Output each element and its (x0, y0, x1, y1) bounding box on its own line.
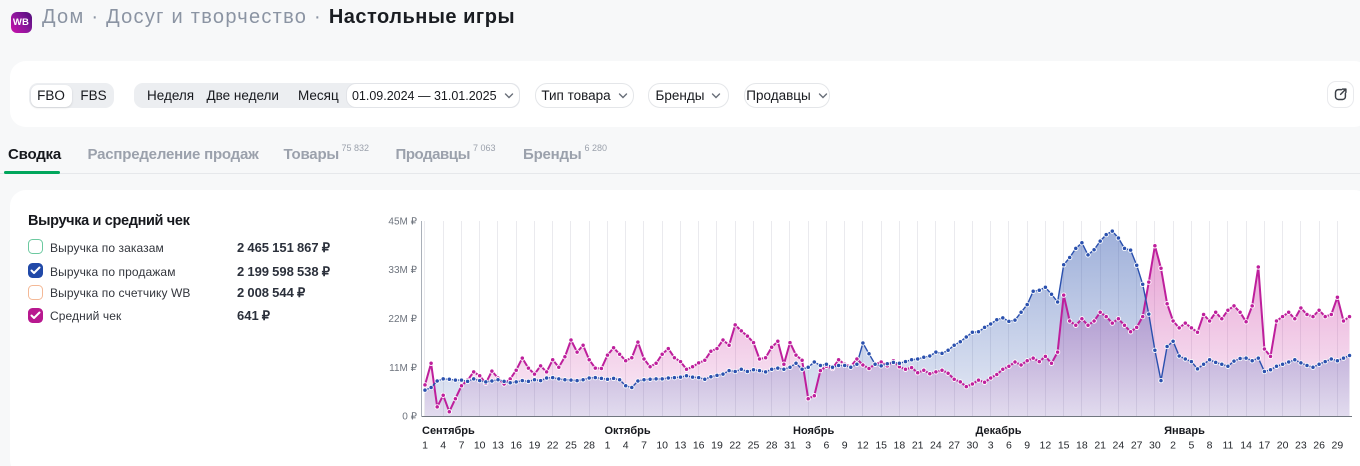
svg-text:0 ₽: 0 ₽ (402, 412, 417, 423)
svg-text:22: 22 (547, 440, 559, 452)
svg-text:28: 28 (766, 440, 778, 452)
svg-text:10: 10 (656, 440, 668, 452)
svg-text:21: 21 (912, 440, 924, 452)
svg-text:11M ₽: 11M ₽ (389, 363, 417, 374)
svg-text:8: 8 (1207, 440, 1213, 452)
svg-text:24: 24 (930, 440, 942, 452)
svg-text:27: 27 (948, 440, 960, 452)
svg-text:45M ₽: 45M ₽ (388, 217, 417, 228)
svg-text:Январь: Январь (1164, 425, 1205, 437)
svg-text:15: 15 (1058, 440, 1070, 452)
svg-text:12: 12 (1040, 440, 1052, 452)
svg-text:18: 18 (894, 440, 906, 452)
svg-text:19: 19 (529, 440, 541, 452)
svg-text:Октябрь: Октябрь (605, 425, 651, 437)
svg-text:7: 7 (459, 440, 465, 452)
svg-text:16: 16 (510, 440, 522, 452)
svg-text:11: 11 (1222, 440, 1233, 452)
svg-text:14: 14 (1240, 440, 1252, 452)
svg-text:28: 28 (583, 440, 595, 452)
svg-text:18: 18 (1076, 440, 1088, 452)
svg-text:9: 9 (842, 440, 848, 452)
svg-text:30: 30 (967, 440, 979, 452)
svg-text:3: 3 (988, 440, 994, 452)
svg-text:7: 7 (641, 440, 647, 452)
svg-text:9: 9 (1024, 440, 1030, 452)
svg-text:23: 23 (1295, 440, 1307, 452)
svg-text:1: 1 (422, 440, 428, 452)
svg-text:25: 25 (565, 440, 577, 452)
svg-text:4: 4 (623, 440, 629, 452)
svg-text:17: 17 (1259, 440, 1271, 452)
svg-text:22: 22 (729, 440, 741, 452)
svg-text:21: 21 (1094, 440, 1106, 452)
svg-text:13: 13 (492, 440, 504, 452)
svg-text:Декабрь: Декабрь (976, 425, 1022, 437)
svg-text:1: 1 (605, 440, 611, 452)
svg-text:20: 20 (1277, 440, 1289, 452)
svg-text:27: 27 (1131, 440, 1143, 452)
svg-text:31: 31 (784, 440, 796, 452)
svg-text:10: 10 (474, 440, 486, 452)
svg-text:Ноябрь: Ноябрь (793, 425, 834, 437)
svg-text:22M ₽: 22M ₽ (388, 314, 417, 325)
svg-text:24: 24 (1113, 440, 1125, 452)
svg-text:33M ₽: 33M ₽ (388, 265, 417, 276)
svg-text:2: 2 (1170, 440, 1176, 452)
svg-text:Сентябрь: Сентябрь (422, 425, 475, 437)
svg-text:6: 6 (1006, 440, 1012, 452)
svg-text:6: 6 (823, 440, 829, 452)
svg-text:12: 12 (857, 440, 869, 452)
svg-text:13: 13 (675, 440, 687, 452)
svg-text:16: 16 (693, 440, 705, 452)
svg-text:19: 19 (711, 440, 723, 452)
svg-text:29: 29 (1332, 440, 1344, 452)
svg-text:15: 15 (875, 440, 887, 452)
svg-text:3: 3 (805, 440, 811, 452)
svg-text:4: 4 (440, 440, 446, 452)
svg-text:5: 5 (1188, 440, 1194, 452)
svg-text:30: 30 (1149, 440, 1161, 452)
svg-text:25: 25 (748, 440, 760, 452)
svg-text:26: 26 (1313, 440, 1325, 452)
